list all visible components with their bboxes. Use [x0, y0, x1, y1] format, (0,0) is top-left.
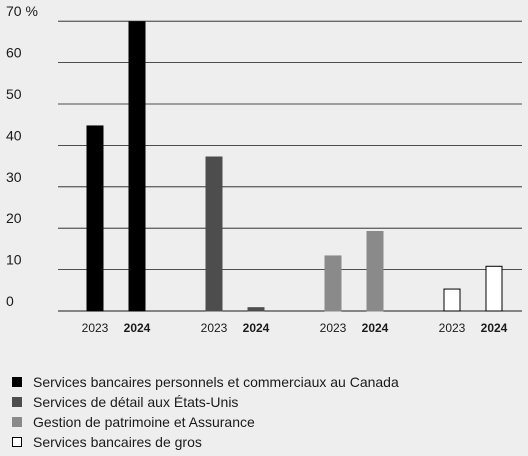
legend-label-wholesale: Services bancaires de gros — [33, 434, 202, 450]
y-tick-label-10: 10 — [6, 252, 22, 268]
y-tick-label-70: 70 % — [6, 3, 38, 19]
legend-item-wealth-insurance: Gestion de patrimoine et Assurance — [12, 412, 522, 432]
x-label-1-2023: 2023 — [82, 321, 109, 335]
y-tick-label-20: 20 — [6, 210, 22, 226]
legend-label-wealth-insurance: Gestion de patrimoine et Assurance — [33, 414, 255, 430]
y-tick-label-30: 30 — [6, 169, 22, 185]
legend-label-us-retail: Services de détail aux États-Unis — [33, 394, 239, 410]
x-label-2-2024: 2024 — [243, 321, 270, 335]
bar-chart: 0 10 20 30 40 50 60 70 % 2023 2024 2023 2024 2023 202… — [6, 3, 522, 335]
bar-2-2023 — [205, 156, 223, 312]
bar-3-2024 — [366, 231, 384, 312]
y-tick-label-40: 40 — [6, 127, 22, 143]
bar-1-2023 — [86, 125, 104, 312]
x-label-4-2024: 2024 — [481, 321, 508, 335]
legend-item-us-retail: Services de détail aux États-Unis — [12, 392, 522, 412]
legend-swatch-canada — [12, 377, 22, 387]
x-label-3-2024: 2024 — [362, 321, 389, 335]
legend-swatch-wholesale — [12, 437, 22, 447]
bar-3-2023 — [324, 255, 342, 312]
x-label-3-2023: 2023 — [320, 321, 347, 335]
bar-2-2024 — [247, 307, 265, 312]
legend-label-canada: Services bancaires personnels et commerc… — [33, 374, 399, 390]
legend: Services bancaires personnels et commerc… — [12, 372, 522, 452]
y-tick-label-50: 50 — [6, 86, 22, 102]
legend-item-wholesale: Services bancaires de gros — [12, 432, 522, 452]
x-label-2-2023: 2023 — [201, 321, 228, 335]
bar-1-2024 — [128, 21, 146, 312]
x-label-1-2024: 2024 — [124, 321, 151, 335]
x-label-4-2023: 2023 — [439, 321, 466, 335]
y-tick-label-0: 0 — [6, 293, 14, 309]
y-tick-label-60: 60 — [6, 45, 22, 61]
legend-swatch-us-retail — [12, 397, 22, 407]
legend-item-canada: Services bancaires personnels et commerc… — [12, 372, 522, 392]
legend-swatch-wealth-insurance — [12, 417, 22, 427]
bar-4-2024 — [485, 265, 503, 312]
bar-4-2023 — [443, 288, 461, 312]
